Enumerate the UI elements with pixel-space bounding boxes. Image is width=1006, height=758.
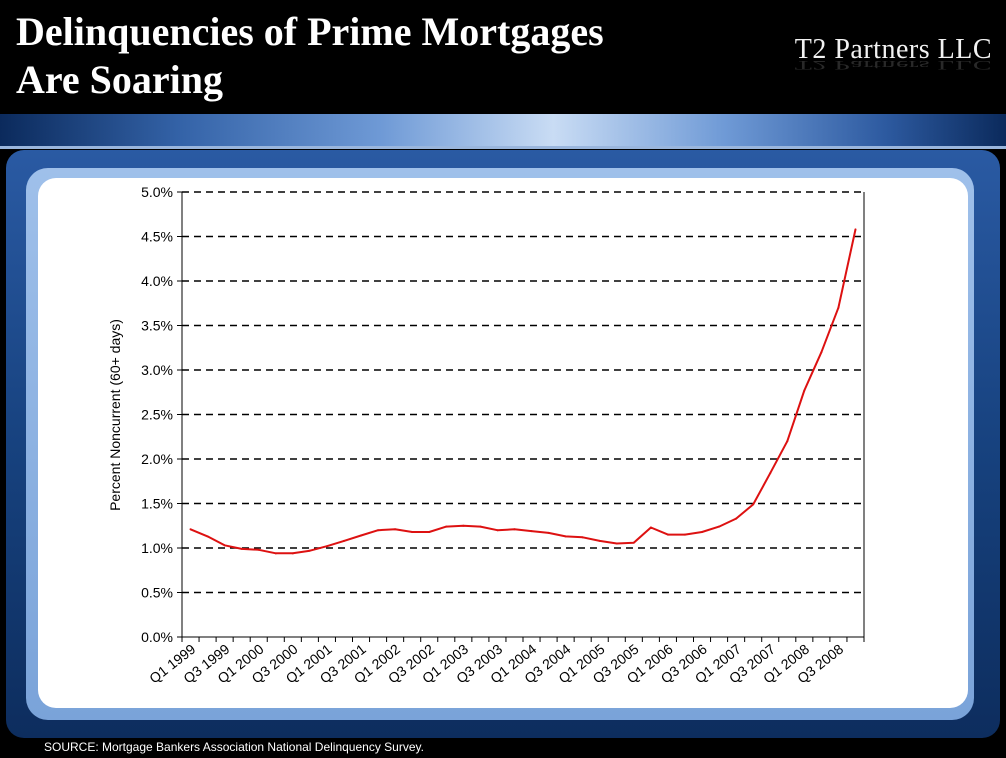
data-point <box>308 549 311 552</box>
data-point <box>649 526 652 529</box>
data-point <box>615 542 618 545</box>
y-tick-label: 3.5% <box>141 318 173 334</box>
data-point <box>735 517 738 520</box>
data-point <box>718 525 721 528</box>
series-line-0 <box>190 229 857 555</box>
band-divider <box>0 146 1006 149</box>
data-point <box>598 539 601 542</box>
series-group <box>189 228 857 555</box>
data-point <box>803 389 806 392</box>
y-tick-label: 5.0% <box>141 184 173 200</box>
data-point <box>462 524 465 527</box>
data-point <box>683 533 686 536</box>
data-point <box>530 530 533 533</box>
y-tick-label: 1.5% <box>141 496 173 512</box>
data-point <box>752 503 755 506</box>
decorative-band <box>0 114 1006 146</box>
data-point <box>411 530 414 533</box>
header: Delinquencies of Prime Mortgages Are Soa… <box>0 0 1006 114</box>
data-point <box>394 528 397 531</box>
data-point <box>377 529 380 532</box>
data-point <box>581 536 584 539</box>
data-point <box>564 535 567 538</box>
y-tick-label: 1.0% <box>141 540 173 556</box>
y-tick-label: 0.0% <box>141 629 173 645</box>
y-tick-label: 0.5% <box>141 585 173 601</box>
data-point <box>189 528 192 531</box>
data-point <box>854 228 857 231</box>
y-tick-label: 4.5% <box>141 229 173 245</box>
page-title: Delinquencies of Prime Mortgages Are Soa… <box>16 8 604 104</box>
y-tick-label: 4.0% <box>141 273 173 289</box>
source-note: SOURCE: Mortgage Bankers Association Nat… <box>44 740 424 754</box>
data-point <box>547 531 550 534</box>
y-tick-label: 3.0% <box>141 362 173 378</box>
data-point <box>820 351 823 354</box>
data-point <box>240 547 243 550</box>
data-point <box>223 544 226 547</box>
data-point <box>701 530 704 533</box>
title-line-1: Delinquencies of Prime Mortgages <box>16 9 604 54</box>
chart-panel <box>38 178 968 708</box>
y-tick-label: 2.5% <box>141 407 173 423</box>
y-axis-label: Percent Noncurrent (60+ days) <box>107 319 123 511</box>
data-point <box>257 548 260 551</box>
data-point <box>206 535 209 538</box>
data-point <box>513 528 516 531</box>
data-point <box>666 533 669 536</box>
data-point <box>291 552 294 555</box>
data-point <box>837 306 840 309</box>
data-point <box>479 525 482 528</box>
data-point <box>360 534 363 537</box>
gridlines <box>182 191 864 594</box>
y-tick-label: 2.0% <box>141 451 173 467</box>
y-axis-ticks: 0.0% 0.5% 1.0% 1.5% 2.0% 2.5% 3.0% 3.5% 4.0% 4.5%… <box>141 184 182 645</box>
company-logo: T2 Partners LLC <box>794 34 992 65</box>
data-point <box>632 541 635 544</box>
data-point <box>342 539 345 542</box>
data-point <box>786 440 789 443</box>
data-point <box>496 529 499 532</box>
data-point <box>325 545 328 548</box>
title-line-2: Are Soaring <box>16 57 224 102</box>
data-point <box>769 472 772 475</box>
data-point <box>274 552 277 555</box>
data-point <box>445 525 448 528</box>
data-point <box>428 530 431 533</box>
